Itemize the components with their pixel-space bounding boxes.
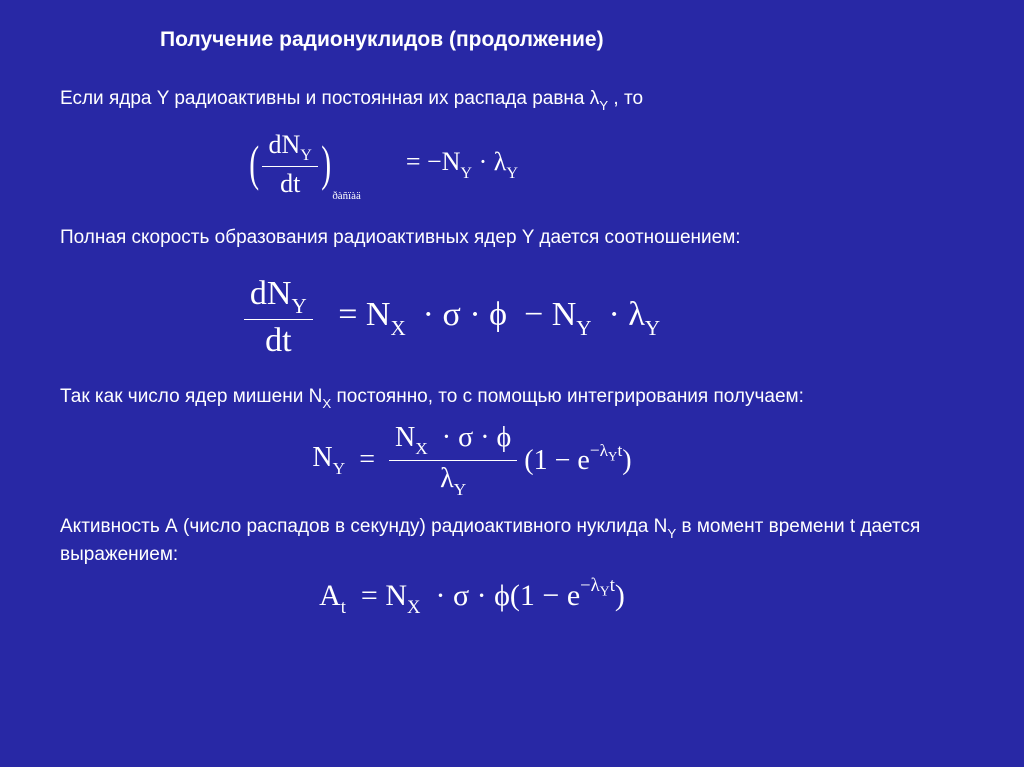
slide-container: Получение радионуклидов (продолжение) Ес… — [0, 0, 1024, 767]
equation-1: ( dNY dt ) ðàñïàä = −NY · λY — [0, 130, 964, 199]
eq4-Xsub: X — [407, 597, 420, 618]
eq2-dot2: · — [469, 296, 480, 333]
eq3-frac: NX · σ · ϕ λY — [389, 422, 517, 498]
eq2-lambda: λ — [628, 296, 645, 333]
paragraph-2: Полная скорость образования радиоактивны… — [60, 225, 964, 251]
eq4-sigma: σ — [453, 579, 469, 612]
eq3-exp-pre: −λ — [590, 441, 608, 460]
eq2-phi: ϕ — [489, 296, 507, 333]
eq2-Ysub3: Y — [645, 316, 660, 340]
eq4-tsub: t — [341, 597, 346, 618]
eq3-N: N — [312, 442, 332, 473]
p4-text-a: Активность А (число распадов в секунду) … — [60, 516, 667, 537]
eq2-rhs: = NX · σ · ϕ − NY · λY — [338, 296, 660, 333]
eq1-Ysub2: Y — [460, 165, 472, 182]
eq1-Ysub1: Y — [300, 147, 312, 164]
eq3-dot1: · — [442, 422, 451, 453]
eq4-open: (1 − e — [510, 579, 580, 612]
eq3-Ysub2: Y — [454, 480, 467, 499]
slide-title: Получение радионуклидов (продолжение) — [160, 28, 964, 52]
eq2-sigma: σ — [443, 296, 461, 333]
eq4-exp: −λYt — [580, 575, 615, 596]
eq3-Nnum: N — [395, 422, 415, 453]
eq3-exp-t: t — [617, 441, 622, 460]
eq1-dt: dt — [262, 167, 317, 199]
eq2-eqN: = N — [338, 296, 390, 333]
eq3-paren: (1 − e−λYt) — [524, 445, 631, 476]
eq2-dNY: dN — [250, 275, 292, 312]
eq4-A: A — [319, 579, 341, 612]
eq4-close: ) — [615, 579, 625, 612]
eq1-subscript: ðàñïàä — [332, 190, 360, 202]
eq4-dot1: · — [435, 579, 445, 612]
eq2-Ysub1: Y — [291, 294, 306, 318]
eq4-phi: ϕ — [494, 579, 510, 612]
p3-text-a: Так как число ядер мишени N — [60, 386, 322, 407]
eq1-rhs: = −NY · λY — [406, 147, 518, 176]
eq1-dot1: · — [479, 147, 488, 176]
eq3-NY: NY — [312, 442, 352, 473]
p1-text-a: Если ядра Y радиоактивны и постоянная их… — [60, 88, 599, 109]
eq2-dt: dt — [244, 320, 313, 360]
eq3-open: (1 − e — [524, 445, 590, 476]
eq3-lambda: λ — [440, 463, 454, 494]
eq1-Ysub3: Y — [506, 165, 518, 182]
eq1-dNY: dN — [268, 130, 300, 159]
p1-sub: Y — [599, 98, 608, 113]
eq1-lparen: ( — [249, 142, 259, 186]
eq3-eq: = — [359, 444, 375, 475]
eq3-close: ) — [622, 445, 631, 476]
eq2-Ysub2: Y — [576, 316, 591, 340]
eq4-exp-t: t — [610, 575, 615, 596]
eq1-rparen: ) — [321, 142, 331, 186]
p1-text-b: , то — [608, 88, 643, 109]
eq2-dot3: · — [609, 296, 620, 333]
eq4-dot2: · — [477, 579, 487, 612]
eq3-Ysub1: Y — [333, 459, 346, 478]
equation-2: dNY dt = NX · σ · ϕ − NY · λY — [0, 275, 964, 361]
eq2-minusN: − N — [524, 296, 576, 333]
p4-sub: Y — [667, 526, 676, 541]
p3-text-b: постоянно, то с помощью интегрирования п… — [331, 386, 804, 407]
eq3-Xsub: X — [415, 439, 428, 458]
eq4-exp-pre: −λ — [580, 575, 600, 596]
eq3-sigma: σ — [458, 422, 473, 453]
eq1-eqminusN: = −N — [406, 147, 461, 176]
eq1-frac: dNY dt — [262, 130, 317, 199]
eq2-frac: dNY dt — [244, 275, 313, 361]
eq3-dot2: · — [480, 422, 489, 453]
paragraph-4: Активность А (число распадов в секунду) … — [60, 514, 964, 567]
eq1-lambda: λ — [494, 147, 507, 176]
paragraph-3: Так как число ядер мишени NX постоянно, … — [60, 384, 964, 412]
eq2-dot1: · — [423, 296, 434, 333]
eq4-eqN: = N — [361, 579, 407, 612]
eq3-phi: ϕ — [497, 422, 512, 453]
p3-sub: X — [322, 396, 331, 411]
eq1-paren: ( dNY dt ) ðàñïàä — [246, 130, 363, 199]
eq4-exp-Ysub: Y — [600, 585, 610, 600]
paragraph-1: Если ядра Y радиоактивны и постоянная их… — [60, 86, 964, 114]
equation-3: NY = NX · σ · ϕ λY (1 − e−λYt) — [0, 422, 964, 498]
eq2-Xsub: X — [390, 316, 405, 340]
equation-4: At = NX · σ · ϕ(1 − e−λYt) — [0, 578, 964, 618]
eq3-exp: −λYt — [590, 441, 622, 460]
